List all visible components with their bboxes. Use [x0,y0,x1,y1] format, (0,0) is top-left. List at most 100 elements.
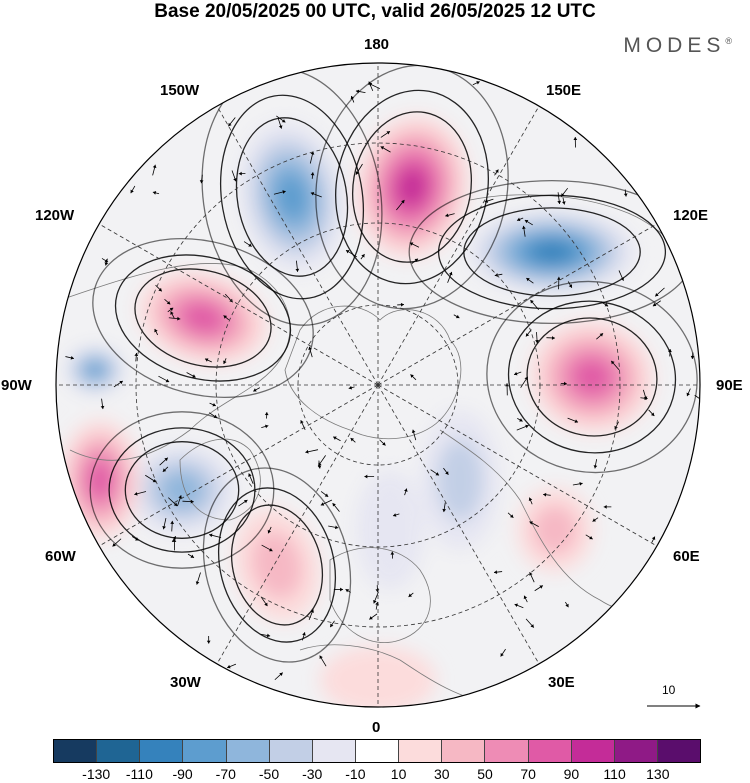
wind-vector-head [556,276,561,280]
wind-vector-head [310,192,315,196]
registered-mark: ® [725,36,732,46]
wind-vector-head [279,672,283,676]
negative-anomaly-cell [468,210,636,294]
positive-anomaly-cell [530,320,654,434]
wind-vector-head [305,449,309,454]
wind-vector-head [484,199,489,203]
wind-vector-head [369,616,373,620]
height-anomaly-field [60,115,654,707]
wind-vector-head [135,537,139,541]
coastline [329,547,431,643]
wind-vector-head [524,376,528,381]
colorbar-segment [226,740,270,762]
wind-vector-head [310,172,315,176]
wind-vector-head [178,495,182,499]
wind-vector-head [281,119,286,123]
wind-vector-head [603,505,607,509]
wind-vector-head [568,284,573,288]
wind-vector-head [199,180,204,184]
wind-vector-head [476,81,480,85]
colorbar-segment [657,740,701,762]
wind-vector-head [526,278,530,282]
colorbar-tick-label: 110 [603,766,626,782]
wind-vector-head [264,602,268,607]
meridian-line [98,384,379,547]
wind-vector-head [206,640,211,644]
wind-streamlines [89,64,698,663]
reference-vector-label: 10 [662,683,676,697]
wind-vector-head [495,169,499,173]
wind-vector-head [223,360,227,364]
wind-vector-head [364,474,368,479]
wind-vector-head [223,315,228,319]
positive-anomaly-cell [517,488,593,572]
wind-vector-head [333,436,337,440]
meridian-line [377,384,540,665]
wind-vector-head [530,300,534,304]
wind-vector-head [100,405,105,410]
colorbar-tick-label: 70 [520,766,536,782]
wind-vector-head [380,146,385,150]
wind-vector-head [310,609,314,613]
colorbar-tick-label: 30 [434,766,450,782]
wind-vector-head [130,189,134,194]
wind-vector-head [104,258,109,263]
coastline [179,438,261,521]
meridian-line [377,223,658,386]
wind-vector-head [522,225,526,230]
wind-vector-head [500,653,504,657]
wind-vector-head [650,412,655,416]
positive-anomaly-cell [138,271,268,365]
wind-vector-head [324,493,329,497]
wind-vector-head [119,380,123,385]
streamline [526,317,658,437]
wind-vector-head [592,518,597,522]
brand-text: MODES [623,34,726,57]
wind-vector-head [170,311,174,315]
positive-anomaly-cell [60,420,140,540]
wind-vector-head [524,220,529,224]
wind-vector-head [386,131,391,135]
wind-vector-head [599,333,604,337]
wind-vector-head [435,472,440,476]
streamline [351,111,473,263]
wind-vector-head [620,277,625,281]
wind-vector-head [177,316,181,321]
colorbar-tick-label: -70 [215,766,236,782]
streamline [219,94,365,300]
wind-vector-head [414,258,419,263]
wind-vector-head [455,314,460,319]
wind-vector-head [525,424,529,429]
wind-vector-head [668,348,672,353]
colorbar-tick-label: 10 [390,766,407,782]
meridian-line [377,384,658,547]
colorbar-segment [355,740,400,762]
wind-vector-head [172,538,177,542]
wind-vector-head [652,302,657,307]
wind-vector-head [445,471,449,475]
wind-vector-head [543,492,547,497]
wind-vector-head [152,164,157,169]
wind-vector-head [355,171,360,175]
lon-label-90e: 90E [716,377,743,394]
streamline [114,254,292,382]
wind-vector-head [228,122,232,127]
wind-vector-head [282,190,286,194]
wind-vector-head [509,514,514,518]
colorbar-segment [140,740,184,762]
wind-vector-head [70,355,74,360]
wind-vector-head [238,171,242,176]
colorbar-segment [399,740,443,762]
wind-vector-head [442,508,447,513]
wind-vector-head [152,191,157,195]
wind-vector-head [410,374,414,378]
wind-vector-head [172,536,176,540]
positive-anomaly-cell [355,115,469,259]
wind-vector-head [350,95,355,100]
wind-vector-head [400,302,404,307]
wind-vector-head [514,603,519,608]
wind-vector-head [266,633,271,638]
wind-vector-head [204,358,209,362]
streamline [486,280,698,474]
wind-vector-head [408,593,412,597]
